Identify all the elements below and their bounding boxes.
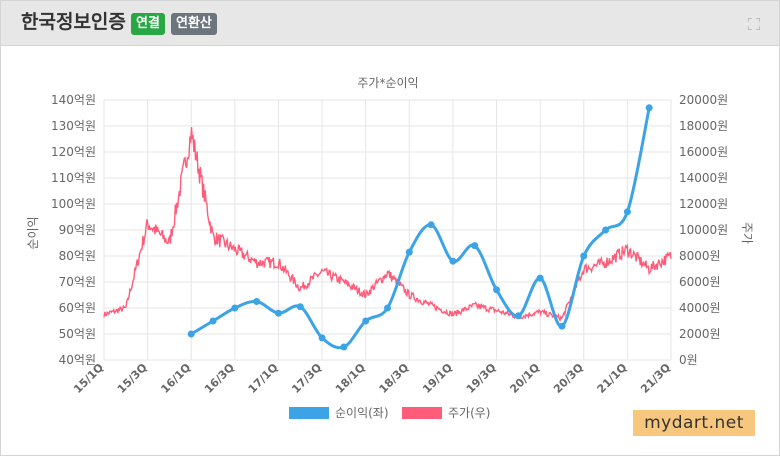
legend-swatch-price[interactable]	[402, 407, 442, 419]
x-tick-label: 15/3Q	[115, 361, 150, 396]
consolidated-badge[interactable]: 연결	[131, 13, 165, 35]
left-tick-label: 130억원	[51, 119, 96, 133]
left-tick-label: 90억원	[59, 223, 96, 237]
x-tick-label: 21/3Q	[638, 361, 673, 396]
profit-point[interactable]	[602, 226, 610, 234]
profit-point[interactable]	[253, 298, 261, 305]
legend: 순이익(좌) 주가(우)	[289, 406, 490, 420]
x-tick-label: 19/3Q	[464, 361, 499, 396]
profit-point[interactable]	[449, 257, 457, 265]
profit-point[interactable]	[187, 330, 195, 338]
profit-point[interactable]	[231, 304, 239, 312]
watermark: mydart.net	[633, 410, 755, 436]
x-tick-label: 19/1Q	[420, 361, 455, 396]
x-tick-label: 21/1Q	[595, 361, 630, 396]
right-tick-label: 0원	[679, 353, 698, 367]
profit-series	[187, 104, 653, 351]
profit-point[interactable]	[623, 208, 631, 216]
left-tick-label: 50억원	[59, 327, 96, 341]
profit-point[interactable]	[274, 309, 282, 317]
left-tick-label: 120억원	[51, 145, 96, 159]
right-tick-label: 18000원	[679, 119, 728, 133]
right-tick-label: 10000원	[679, 223, 728, 237]
x-tick-label: 16/1Q	[158, 361, 193, 396]
chart: 주가*순이익 140억원 130억원 120억원 110억원 100억원 90억원 80억원…	[26, 76, 754, 420]
right-axis-ticks: 20000원 18000원 16000원 14000원 12000원 10000원 8000…	[679, 93, 728, 367]
expand-icon[interactable]	[748, 18, 760, 30]
legend-label-price[interactable]: 주가(우)	[448, 406, 490, 420]
left-tick-label: 100억원	[51, 197, 96, 211]
left-tick-label: 70억원	[59, 275, 96, 289]
right-tick-label: 4000원	[679, 301, 721, 315]
left-tick-label: 80억원	[59, 249, 96, 263]
grid	[103, 99, 672, 361]
y-left-label: 순이익	[26, 216, 40, 249]
right-tick-label: 2000원	[679, 327, 721, 341]
x-tick-label: 20/1Q	[507, 361, 542, 396]
price-line	[103, 127, 672, 323]
right-tick-label: 20000원	[679, 93, 728, 107]
left-tick-label: 110억원	[51, 171, 96, 185]
profit-point[interactable]	[209, 317, 217, 325]
profit-point[interactable]	[645, 104, 653, 112]
profit-point[interactable]	[471, 242, 479, 250]
right-tick-label: 16000원	[679, 145, 728, 159]
x-tick-label: 17/1Q	[246, 361, 281, 396]
x-tick-label: 18/1Q	[333, 361, 368, 396]
profit-point[interactable]	[340, 343, 348, 351]
profit-point[interactable]	[405, 248, 413, 256]
y-right-label: 주가	[740, 222, 754, 244]
price-series	[103, 127, 672, 323]
x-axis-ticks: 15/1Q 15/3Q 16/1Q 16/3Q 17/1Q 17/3Q 18/1Q 18/3Q…	[71, 361, 673, 396]
x-tick-label: 20/3Q	[551, 361, 586, 396]
profit-point[interactable]	[362, 317, 370, 325]
left-axis-ticks: 140억원 130억원 120억원 110억원 100억원 90억원 80억원 70억원 60억…	[51, 93, 96, 367]
left-tick-label: 140억원	[51, 93, 96, 107]
profit-point[interactable]	[514, 312, 522, 320]
x-tick-label: 18/3Q	[377, 361, 412, 396]
right-tick-label: 6000원	[679, 275, 721, 289]
annualized-badge[interactable]: 연환산	[171, 13, 217, 35]
profit-point[interactable]	[384, 304, 391, 312]
x-tick-label: 16/3Q	[202, 361, 237, 396]
right-tick-label: 12000원	[679, 197, 728, 211]
company-title: 한국정보인증	[21, 11, 126, 33]
profit-point[interactable]	[296, 303, 304, 311]
profit-line	[190, 107, 651, 350]
chart-title: 주가*순이익	[357, 76, 418, 90]
x-tick-label: 17/3Q	[289, 361, 324, 396]
profit-point[interactable]	[318, 334, 326, 342]
legend-swatch-profit[interactable]	[289, 407, 329, 419]
legend-label-profit[interactable]: 순이익(좌)	[335, 406, 389, 420]
profit-point[interactable]	[493, 286, 501, 294]
right-tick-label: 8000원	[679, 249, 721, 263]
left-tick-label: 60억원	[59, 301, 96, 315]
panel-header: 한국정보인증 연결 연환산	[1, 1, 779, 46]
profit-point[interactable]	[536, 274, 544, 282]
right-tick-label: 14000원	[679, 171, 728, 185]
left-tick-label: 40억원	[59, 353, 96, 367]
profit-point[interactable]	[580, 252, 588, 260]
profit-point[interactable]	[427, 221, 435, 229]
profit-point[interactable]	[558, 322, 566, 330]
